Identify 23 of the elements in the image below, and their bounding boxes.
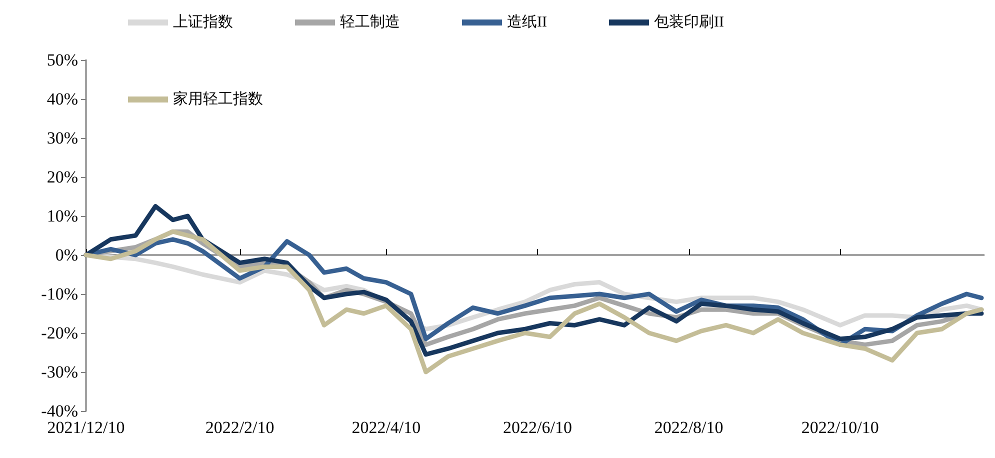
legend-label: 轻工制造	[340, 14, 400, 30]
x-tick-label: 2022/8/10	[654, 418, 724, 437]
x-tick-label: 2022/2/10	[205, 418, 274, 437]
legend-label: 造纸II	[507, 14, 547, 30]
x-tick-label: 2022/6/10	[503, 418, 572, 437]
line-series	[84, 229, 984, 374]
y-tick-label: 50%	[46, 50, 78, 70]
legend-label: 上证指数	[173, 14, 233, 30]
y-tick-label: -40%	[41, 402, 78, 420]
legend-label: 包装印刷II	[654, 14, 724, 30]
y-tick-label: -20%	[41, 324, 78, 342]
y-tick-label: 30%	[46, 128, 78, 148]
y-tick-label: 0%	[55, 246, 78, 264]
legend-label: 家用轻工指数	[173, 90, 263, 108]
y-tick-label: -10%	[41, 284, 78, 304]
x-tick-label: 2021/12/10	[47, 418, 125, 437]
line-series	[84, 204, 984, 357]
y-tick-label: 40%	[46, 90, 78, 108]
y-tick-label: 20%	[46, 168, 78, 186]
y-tick-label: -30%	[41, 362, 78, 382]
x-tick-label: 2022/4/10	[352, 418, 421, 437]
y-tick-label: 10%	[46, 206, 78, 226]
x-tick-label: 2022/10/10	[801, 418, 879, 437]
